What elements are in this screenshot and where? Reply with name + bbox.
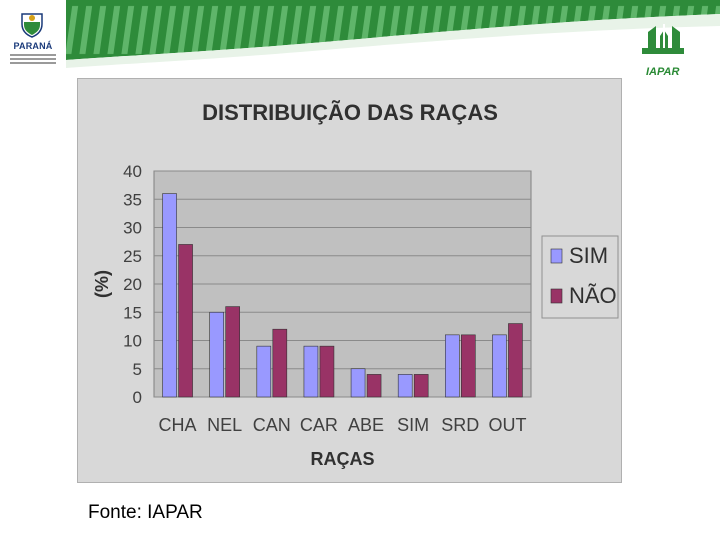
y-tick-label: 5 (133, 360, 142, 379)
state-coat-of-arms-icon (21, 13, 43, 38)
y-tick-label: 15 (123, 303, 142, 322)
x-category-label: SRD (441, 415, 479, 435)
bar-srd-series1 (445, 334, 460, 398)
iapar-logo-icon (642, 24, 684, 54)
bar-can-series1 (256, 345, 272, 398)
bar-sim-series1 (397, 374, 413, 398)
x-axis-title: RAÇAS (310, 449, 374, 469)
iapar-wordmark: IAPAR (646, 66, 680, 78)
x-category-label: OUT (488, 415, 526, 435)
header-band (0, 0, 720, 80)
x-category-label: NEL (207, 415, 242, 435)
y-tick-label: 40 (123, 162, 142, 181)
bar-out-series1 (492, 334, 507, 398)
legend-swatch (550, 248, 563, 264)
bar-car-series1 (303, 345, 319, 398)
bar-chart: DISTRIBUIÇÃO DAS RAÇAS 0510152025303540 … (92, 100, 619, 469)
bar-can-series2 (272, 328, 288, 398)
legend-label: NÃO (569, 283, 617, 308)
y-tick-label: 30 (123, 219, 142, 238)
x-category-label: CAR (300, 415, 338, 435)
iapar-logo: IAPAR (640, 22, 694, 82)
legend-label: SIM (569, 243, 608, 268)
bar-cha-series1 (162, 193, 177, 398)
chart-title: DISTRIBUIÇÃO DAS RAÇAS (202, 100, 498, 125)
parana-sublines (10, 54, 56, 66)
bars (162, 193, 523, 398)
parana-wordmark: PARANÁ (13, 41, 53, 51)
legend: SIM NÃO (541, 235, 619, 319)
y-tick-label: 35 (123, 190, 142, 209)
y-tick-label: 10 (123, 332, 142, 351)
bar-sim-series2 (413, 374, 429, 398)
bar-abe-series1 (350, 368, 366, 398)
bar-out-series2 (508, 323, 523, 398)
legend-swatch (550, 288, 563, 304)
x-category-label: ABE (348, 415, 384, 435)
chart-panel: DISTRIBUIÇÃO DAS RAÇAS 0 5 10 15 20 25 30 35 40 … (77, 78, 622, 483)
bar-nel-series1 (209, 311, 224, 398)
x-axis-categories: CHA NEL CAN CAR ABE SIM SRD OUT (159, 415, 527, 435)
bar-srd-series2 (461, 334, 476, 398)
source-note: Fonte: IAPAR (88, 502, 203, 523)
y-axis-ticks: 0 5 10 15 20 25 30 35 40 (123, 162, 142, 407)
parana-logo: PARANÁ (0, 0, 66, 78)
y-tick-label: 20 (123, 275, 142, 294)
bar-nel-series2 (225, 306, 240, 398)
y-tick-label: 25 (123, 247, 142, 266)
header-green-band (66, 0, 720, 68)
y-axis-title: (%) (92, 270, 112, 298)
bar-cha-series2 (178, 244, 193, 398)
bar-car-series2 (319, 345, 335, 398)
x-category-label: SIM (397, 415, 429, 435)
bar-abe-series2 (366, 374, 382, 398)
x-category-label: CAN (253, 415, 291, 435)
y-tick-label: 0 (133, 388, 142, 407)
x-category-label: CHA (159, 415, 197, 435)
